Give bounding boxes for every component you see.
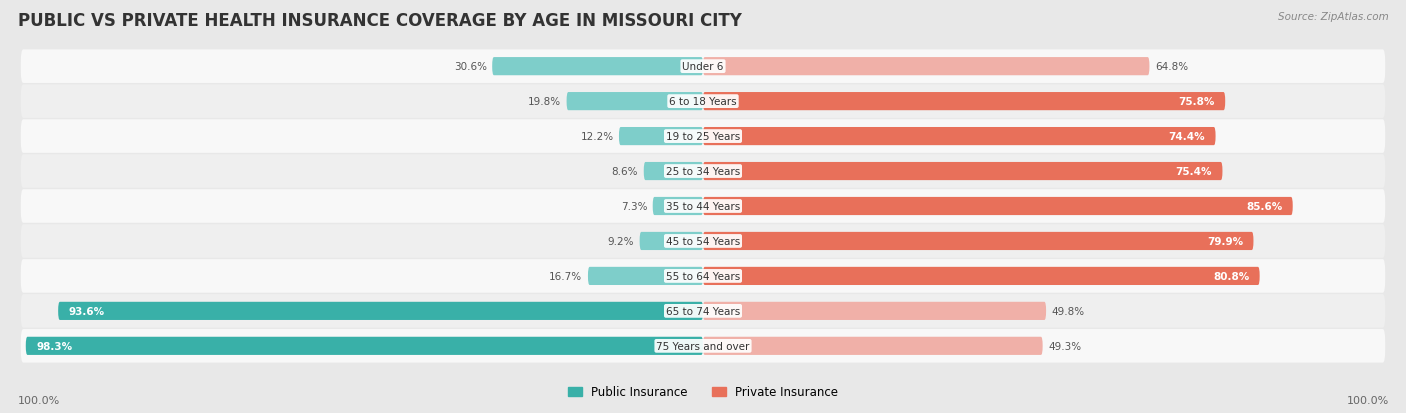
Text: 49.3%: 49.3% [1047, 341, 1081, 351]
FancyBboxPatch shape [21, 50, 1385, 84]
FancyBboxPatch shape [703, 302, 1046, 320]
Text: 85.6%: 85.6% [1246, 202, 1282, 211]
FancyBboxPatch shape [21, 225, 1385, 258]
Text: 9.2%: 9.2% [607, 236, 634, 247]
FancyBboxPatch shape [619, 128, 703, 146]
FancyBboxPatch shape [21, 294, 1385, 328]
FancyBboxPatch shape [492, 58, 703, 76]
Text: 12.2%: 12.2% [581, 132, 613, 142]
Text: 16.7%: 16.7% [550, 271, 582, 281]
FancyBboxPatch shape [21, 329, 1385, 363]
Text: 80.8%: 80.8% [1213, 271, 1250, 281]
FancyBboxPatch shape [58, 302, 703, 320]
Text: 75.4%: 75.4% [1175, 166, 1212, 177]
FancyBboxPatch shape [703, 58, 1150, 76]
Text: 98.3%: 98.3% [37, 341, 72, 351]
FancyBboxPatch shape [703, 232, 1254, 250]
Text: 19 to 25 Years: 19 to 25 Years [666, 132, 740, 142]
FancyBboxPatch shape [21, 120, 1385, 154]
FancyBboxPatch shape [588, 267, 703, 285]
Text: 25 to 34 Years: 25 to 34 Years [666, 166, 740, 177]
Text: 65 to 74 Years: 65 to 74 Years [666, 306, 740, 316]
Text: 75.8%: 75.8% [1178, 97, 1215, 107]
FancyBboxPatch shape [644, 163, 703, 181]
Text: 74.4%: 74.4% [1168, 132, 1205, 142]
Text: 93.6%: 93.6% [69, 306, 104, 316]
Text: Under 6: Under 6 [682, 62, 724, 72]
Text: 100.0%: 100.0% [1347, 395, 1389, 405]
Text: 7.3%: 7.3% [620, 202, 647, 211]
FancyBboxPatch shape [21, 85, 1385, 119]
FancyBboxPatch shape [703, 197, 1292, 216]
Text: 19.8%: 19.8% [529, 97, 561, 107]
Text: 55 to 64 Years: 55 to 64 Years [666, 271, 740, 281]
Text: 35 to 44 Years: 35 to 44 Years [666, 202, 740, 211]
Text: 30.6%: 30.6% [454, 62, 486, 72]
FancyBboxPatch shape [567, 93, 703, 111]
FancyBboxPatch shape [703, 128, 1216, 146]
FancyBboxPatch shape [703, 267, 1260, 285]
FancyBboxPatch shape [25, 337, 703, 355]
Text: 64.8%: 64.8% [1154, 62, 1188, 72]
Text: 79.9%: 79.9% [1206, 236, 1243, 247]
FancyBboxPatch shape [21, 155, 1385, 188]
Text: PUBLIC VS PRIVATE HEALTH INSURANCE COVERAGE BY AGE IN MISSOURI CITY: PUBLIC VS PRIVATE HEALTH INSURANCE COVER… [18, 12, 742, 30]
FancyBboxPatch shape [640, 232, 703, 250]
FancyBboxPatch shape [703, 163, 1222, 181]
FancyBboxPatch shape [652, 197, 703, 216]
Legend: Public Insurance, Private Insurance: Public Insurance, Private Insurance [564, 381, 842, 403]
Text: 8.6%: 8.6% [612, 166, 638, 177]
FancyBboxPatch shape [703, 337, 1043, 355]
Text: 75 Years and over: 75 Years and over [657, 341, 749, 351]
FancyBboxPatch shape [21, 259, 1385, 293]
Text: 45 to 54 Years: 45 to 54 Years [666, 236, 740, 247]
Text: 6 to 18 Years: 6 to 18 Years [669, 97, 737, 107]
Text: 49.8%: 49.8% [1052, 306, 1084, 316]
Text: 100.0%: 100.0% [18, 395, 60, 405]
FancyBboxPatch shape [703, 93, 1225, 111]
FancyBboxPatch shape [21, 190, 1385, 223]
Text: Source: ZipAtlas.com: Source: ZipAtlas.com [1278, 12, 1389, 22]
